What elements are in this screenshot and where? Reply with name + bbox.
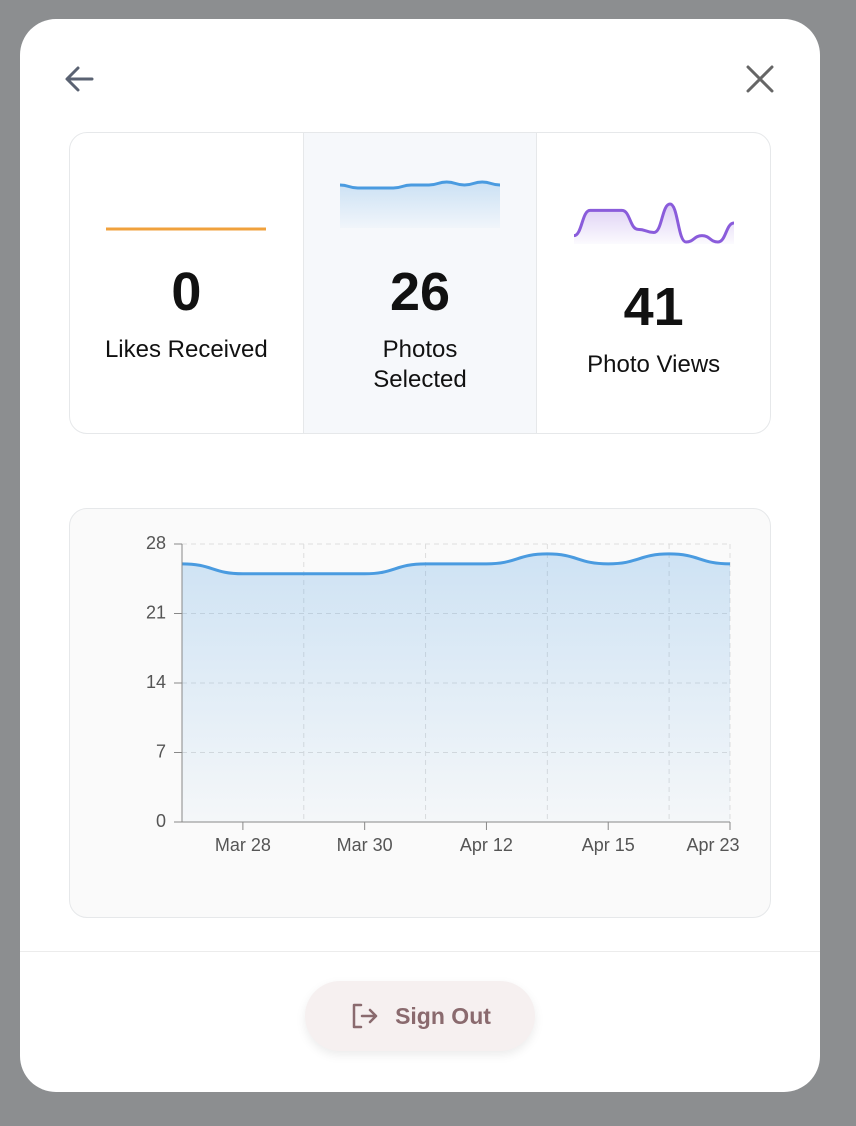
divider (20, 951, 820, 952)
stat-label: Likes Received (104, 336, 268, 363)
stat-label: Photo Views (587, 351, 721, 378)
close-button[interactable] (740, 59, 780, 99)
stat-value: 0 (171, 262, 202, 322)
sign-out-button[interactable]: Sign Out (305, 981, 535, 1051)
sign-out-label: Sign Out (395, 1002, 491, 1029)
sign-out-icon (352, 1003, 378, 1029)
stat-card: 41 Photo Views (537, 133, 770, 433)
stat-value: 26 (389, 262, 451, 322)
chart-panel (69, 508, 771, 918)
stat-value: 41 (623, 277, 684, 337)
stat-card: 0 Likes Received (70, 133, 304, 433)
stat-label: Photos Selected (373, 336, 467, 393)
back-button[interactable] (60, 60, 100, 100)
stats-panel: 0 Likes Received 26 Photos Selected 41 P… (69, 132, 771, 434)
stat-card: 26 Photos Selected (303, 133, 538, 433)
